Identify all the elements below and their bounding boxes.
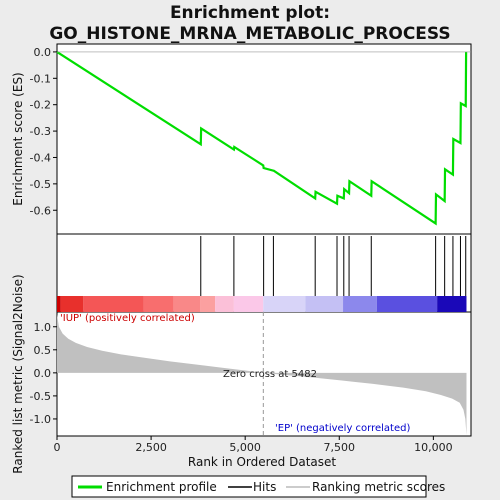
heatmap-segment (263, 296, 306, 312)
legend-profile-label: Enrichment profile (106, 480, 217, 494)
x-tick-label: 7,500 (324, 441, 356, 454)
metric-y-axis: 1.0 0.5 0.0 -0.5 -1.0 (30, 321, 57, 426)
positive-correlation-label: 'IUP' (positively correlated) (60, 313, 195, 324)
heatmap-segment (305, 296, 344, 312)
legend: Enrichment profile Hits Ranking metric s… (71, 475, 445, 498)
heatmap-segment (83, 296, 144, 312)
es-y-tick-label: -0.4 (30, 151, 51, 164)
x-axis-title: Rank in Ordered Dataset (188, 455, 336, 469)
rank-heatmap-bar (57, 296, 467, 312)
enrichment-profile-line (56, 50, 468, 226)
heatmap-segment (343, 296, 377, 312)
es-y-tick-label: -0.6 (30, 204, 51, 217)
heatmap-segment (233, 296, 264, 312)
metric-y-tick-label: -1.0 (30, 413, 51, 426)
x-tick-label: 2,500 (135, 441, 167, 454)
heatmap-segment (376, 296, 438, 312)
metric-y-tick-label: 1.0 (34, 321, 52, 334)
negative-correlation-label: 'EP' (negatively correlated) (275, 423, 410, 434)
metric-y-tick-label: 0.5 (34, 344, 52, 357)
metric-y-tick-label: -0.5 (30, 390, 51, 403)
enrichment-profile-layer (56, 50, 468, 226)
es-y-axis: 0.0 -0.1 -0.2 -0.3 -0.4 -0.5 -0.6 (30, 46, 57, 217)
heatmap-segment (57, 296, 61, 312)
metric-y-axis-title: Ranked list metric (Signal2Noise) (11, 274, 25, 473)
hit-lines (200, 236, 467, 296)
x-axis: 0 2,500 5,000 7,500 10,000 (54, 436, 453, 454)
legend-metric-label: Ranking metric scores (312, 480, 445, 494)
es-y-tick-label: 0.0 (34, 46, 52, 59)
heatmap-segment (200, 296, 216, 312)
metric-area (57, 312, 467, 436)
x-tick-label: 5,000 (229, 441, 261, 454)
es-y-axis-title: Enrichment score (ES) (11, 72, 25, 205)
chart-title-line2: GO_HISTONE_MRNA_METABOLIC_PROCESS (49, 24, 450, 44)
heatmap-segment (437, 296, 467, 312)
legend-hits-label: Hits (253, 480, 276, 494)
metric-area-path (57, 314, 467, 436)
x-tick-label: 0 (54, 441, 61, 454)
metric-y-tick-label: 0.0 (34, 367, 52, 380)
zero-cross-label: Zero cross at 5482 (223, 369, 317, 380)
x-tick-label: 10,000 (414, 441, 453, 454)
heatmap-segment (173, 296, 201, 312)
heatmap-segment (215, 296, 234, 312)
es-y-tick-label: -0.5 (30, 178, 51, 191)
heatmap-segment (143, 296, 174, 312)
es-y-tick-label: -0.2 (30, 99, 51, 112)
heatmap-segment (60, 296, 84, 312)
es-y-tick-label: -0.1 (30, 72, 51, 85)
chart-title-line1: Enrichment plot: (170, 3, 330, 23)
es-y-tick-label: -0.3 (30, 125, 51, 138)
